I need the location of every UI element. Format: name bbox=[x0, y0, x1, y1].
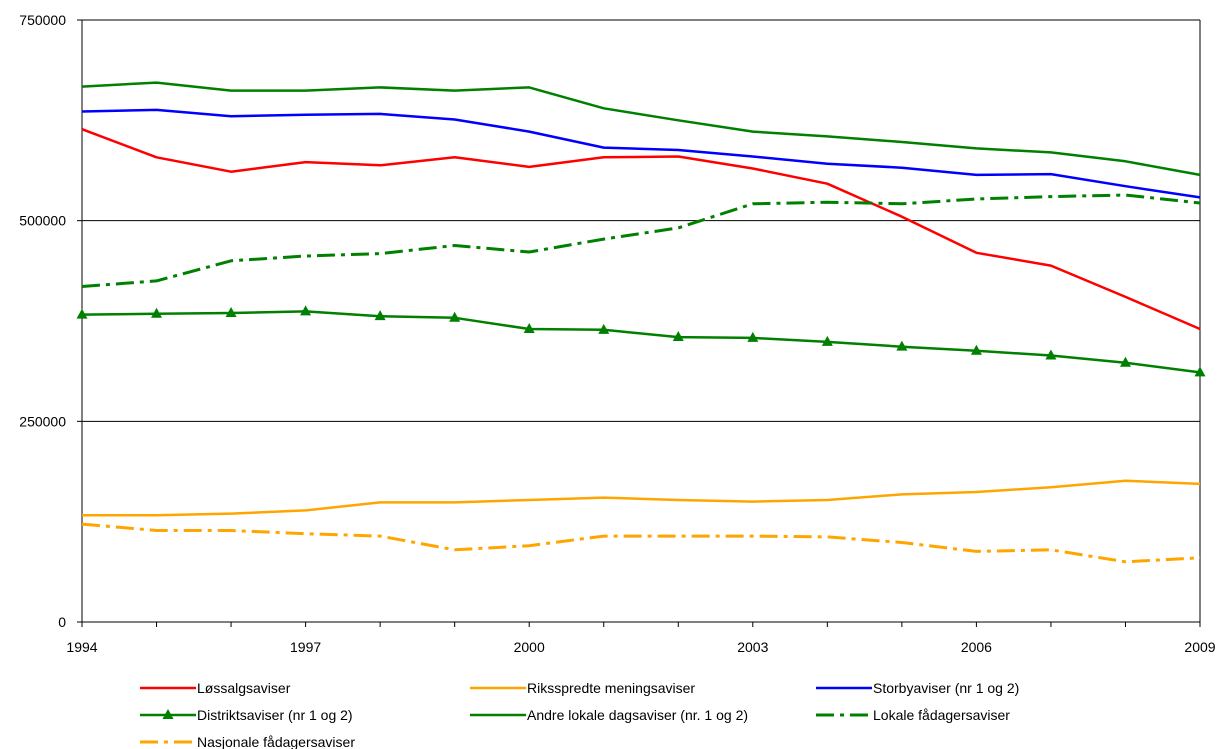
tick-labels: 0 250000 500000 750000 1994 1997 2000 2003 2006 2… bbox=[19, 12, 1215, 655]
data-point-marker bbox=[970, 344, 982, 355]
data-point-marker bbox=[598, 323, 610, 334]
series-lines bbox=[76, 81, 1206, 564]
data-point-marker bbox=[76, 308, 88, 319]
series-line bbox=[81, 128, 1201, 331]
data-point-marker bbox=[151, 307, 163, 318]
data-point-marker bbox=[300, 305, 312, 316]
legend-label: Storbyaviser (nr 1 og 2) bbox=[873, 680, 1019, 696]
y-tick-label: 250000 bbox=[19, 413, 66, 429]
legend-label: Nasjonale fådagersaviser bbox=[197, 734, 355, 749]
legend-item-1: Riksspredte meningsaviser bbox=[470, 680, 695, 696]
series-line bbox=[81, 522, 1201, 564]
legend-item-0: Løssalgsaviser bbox=[140, 680, 291, 696]
x-tick-label: 2000 bbox=[514, 639, 545, 655]
series-2 bbox=[81, 108, 1201, 199]
x-tick-label: 1997 bbox=[290, 639, 321, 655]
x-tick-label: 1994 bbox=[66, 639, 97, 655]
data-point-marker bbox=[672, 331, 684, 342]
x-tick-label: 2009 bbox=[1184, 639, 1215, 655]
series-5 bbox=[81, 193, 1201, 288]
series-line bbox=[81, 81, 1201, 177]
series-line bbox=[81, 193, 1201, 288]
data-point-marker bbox=[747, 331, 759, 342]
x-tick-label: 2003 bbox=[737, 639, 768, 655]
series-1 bbox=[82, 479, 1201, 517]
legend-item-2: Storbyaviser (nr 1 og 2) bbox=[816, 680, 1019, 696]
data-point-marker bbox=[225, 306, 237, 317]
data-point-marker bbox=[1194, 366, 1206, 377]
series-line bbox=[81, 108, 1201, 199]
legend-label: Riksspredte meningsaviser bbox=[527, 680, 695, 696]
legend-marker bbox=[162, 709, 174, 719]
y-tick-label: 0 bbox=[58, 614, 66, 630]
legend-item-6: Nasjonale fådagersaviser bbox=[140, 734, 355, 749]
axes bbox=[77, 19, 1201, 627]
grid-lines bbox=[82, 19, 1200, 422]
legend-item-4: Andre lokale dagsaviser (nr. 1 og 2) bbox=[470, 707, 748, 723]
x-tick-label: 2006 bbox=[961, 639, 992, 655]
series-3 bbox=[76, 305, 1206, 377]
data-point-marker bbox=[821, 335, 833, 346]
y-tick-label: 750000 bbox=[19, 12, 66, 28]
series-4 bbox=[81, 81, 1201, 177]
data-point-marker bbox=[374, 310, 386, 321]
data-point-marker bbox=[523, 323, 535, 334]
series-6 bbox=[81, 522, 1201, 564]
legend-item-5: Lokale fådagersaviser bbox=[816, 707, 1010, 723]
data-point-marker bbox=[1045, 349, 1057, 360]
legend-item-3: Distriktsaviser (nr 1 og 2) bbox=[140, 707, 353, 723]
legend-label: Lokale fådagersaviser bbox=[873, 707, 1010, 723]
series-line bbox=[82, 479, 1201, 517]
y-tick-label: 500000 bbox=[19, 213, 66, 229]
data-point-marker bbox=[896, 340, 908, 351]
data-point-marker bbox=[449, 311, 461, 322]
legend-label: Løssalgsaviser bbox=[197, 680, 291, 696]
data-point-marker bbox=[1119, 356, 1131, 367]
legend: Løssalgsaviser Riksspredte meningsaviser S… bbox=[140, 680, 1019, 749]
series-0 bbox=[81, 128, 1201, 331]
legend-label: Andre lokale dagsaviser (nr. 1 og 2) bbox=[527, 707, 748, 723]
series-line bbox=[81, 310, 1201, 374]
legend-label: Distriktsaviser (nr 1 og 2) bbox=[197, 707, 353, 723]
